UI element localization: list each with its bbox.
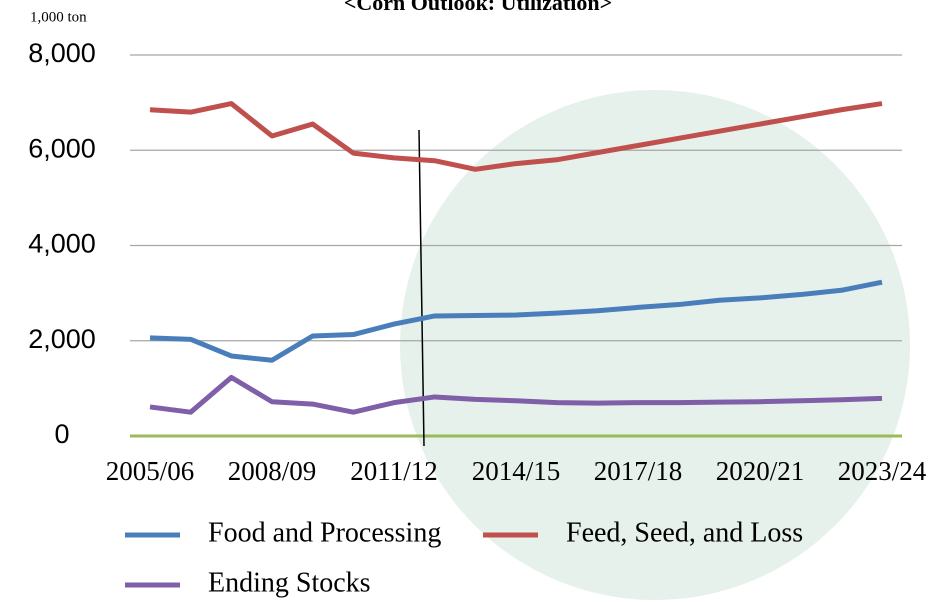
x-tick-label: 2008/09 (228, 456, 317, 486)
x-tick-label: 2020/21 (716, 456, 805, 486)
y-tick-label: 6,000 (28, 133, 96, 163)
chart-title: <Corn Outlook: Utilization> (344, 0, 612, 15)
series-line (149, 279, 883, 363)
y-tick-label: 0 (54, 419, 69, 449)
y-tick-label: 2,000 (28, 324, 96, 354)
divider (418, 129, 425, 447)
background-decoration (400, 90, 910, 600)
x-tick-label: 2017/18 (594, 456, 683, 486)
x-tick-label: 2011/12 (350, 456, 438, 486)
y-tick-label: 4,000 (28, 229, 96, 259)
series-line (149, 101, 883, 172)
legend-label: Food and Processing (208, 517, 441, 548)
series-line (149, 374, 883, 415)
legend-label: Feed, Seed, and Loss (566, 517, 803, 548)
x-tick-label: 2005/06 (106, 456, 195, 486)
x-tick-label: 2023/24 (838, 456, 927, 486)
legend-label: Ending Stocks (208, 567, 371, 598)
x-tick-label: 2014/15 (472, 456, 561, 486)
y-unit: 1,000 ton (30, 9, 87, 25)
y-tick-label: 8,000 (28, 38, 96, 68)
